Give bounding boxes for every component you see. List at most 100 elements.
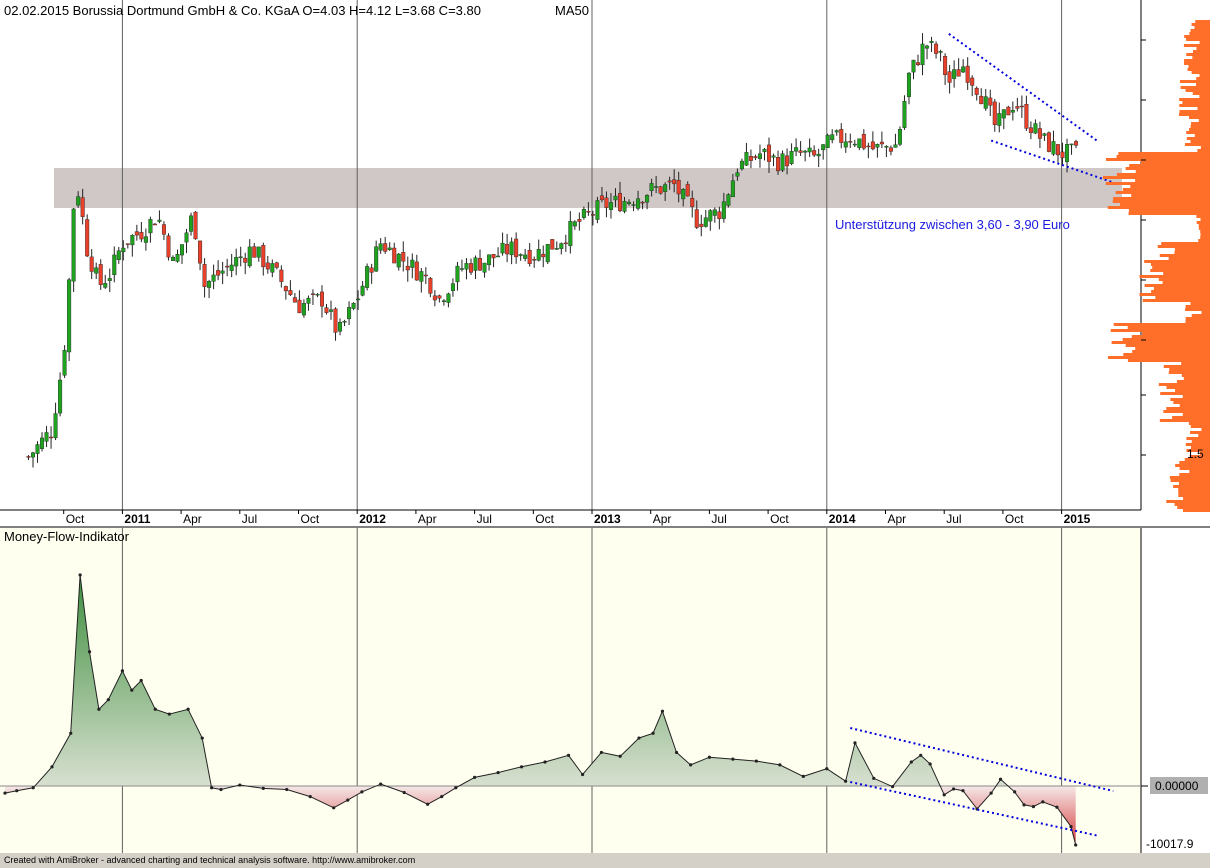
volume-bar: [1175, 389, 1210, 392]
mf-point: [78, 573, 82, 577]
volume-bar: [1125, 167, 1210, 170]
volume-bar: [1180, 86, 1210, 89]
volume-bar: [1188, 65, 1210, 68]
candle-body: [89, 256, 94, 272]
volume-bar: [1160, 392, 1210, 395]
candle-body: [739, 160, 744, 170]
volume-bar: [1198, 224, 1210, 227]
volume-bar: [1157, 245, 1210, 248]
candle-body: [893, 144, 898, 148]
candle-body: [329, 309, 334, 312]
mf-point: [473, 775, 477, 779]
volume-bar: [1168, 257, 1210, 260]
volume-bar: [1200, 233, 1210, 236]
candle-body: [884, 146, 889, 148]
volume-bar: [1150, 263, 1210, 266]
candle-body: [374, 246, 379, 272]
price-axis-ticks: 1.5: [1141, 39, 1204, 461]
x-tick-label: 2013: [594, 512, 621, 526]
mf-point: [1031, 805, 1036, 809]
x-tick-label: Oct: [535, 512, 554, 526]
candle-body: [387, 247, 392, 251]
volume-bar: [1168, 371, 1210, 374]
candle-body: [717, 211, 722, 219]
price-gridlines: [121, 0, 1063, 510]
volume-bar: [1140, 161, 1210, 164]
mf-point: [210, 786, 214, 790]
volume-bar: [1130, 185, 1210, 188]
candle-body: [888, 147, 893, 152]
candle-body: [356, 298, 361, 301]
volume-bar: [1184, 143, 1210, 146]
mf-point: [919, 753, 923, 757]
candle-body: [455, 265, 460, 283]
volume-bar: [1187, 68, 1210, 71]
candle-body: [1019, 105, 1024, 108]
volume-bar: [1128, 212, 1210, 215]
mf-point: [200, 736, 204, 740]
volume-bar: [1142, 332, 1210, 335]
candle-body: [468, 263, 473, 273]
candle-body: [103, 283, 108, 288]
mf-zero-label-box: [1150, 777, 1208, 794]
volume-bar: [1200, 236, 1210, 239]
candle-body: [590, 214, 595, 216]
candle-body: [902, 101, 907, 128]
volume-bar: [1113, 323, 1210, 326]
volume-bar: [1183, 377, 1210, 380]
volume-bar: [1182, 413, 1210, 416]
volume-bar: [1174, 248, 1210, 251]
candle-body: [1046, 132, 1051, 152]
volume-bar: [1190, 431, 1210, 434]
candle-body: [929, 41, 934, 43]
candle-body: [1028, 127, 1033, 133]
candle-body: [1069, 143, 1074, 146]
candle-body: [202, 264, 207, 287]
candle-body: [748, 156, 753, 161]
mf-point: [1074, 843, 1078, 847]
mf-point: [153, 707, 157, 711]
candle-body: [563, 242, 568, 245]
candle-body: [676, 179, 681, 195]
volume-bar: [1191, 23, 1210, 26]
mf-point: [3, 791, 7, 795]
candle-body: [198, 240, 203, 264]
price-pane: [0, 0, 1141, 510]
candlestick-series: [26, 33, 1079, 468]
volume-bar: [1196, 221, 1210, 224]
candle-body: [496, 255, 501, 258]
candle-body: [297, 299, 302, 314]
candle-body: [180, 244, 185, 256]
volume-bar: [1139, 275, 1210, 278]
volume-bar: [1198, 227, 1210, 230]
candle-body: [712, 209, 717, 216]
candle-body: [464, 263, 469, 270]
x-tick-label: 2012: [359, 512, 386, 526]
candle-body: [1065, 144, 1070, 163]
candle-body: [130, 235, 135, 246]
volume-bar: [1163, 365, 1210, 368]
candle-body: [830, 134, 835, 141]
volume-bar: [1190, 140, 1210, 143]
candle-body: [428, 278, 433, 294]
volume-bar: [1183, 497, 1210, 500]
volume-bar: [1189, 116, 1210, 119]
candle-body: [550, 239, 555, 250]
mf-point: [543, 760, 547, 764]
candle-body: [794, 147, 799, 152]
candle-body: [279, 269, 284, 282]
candle-body: [333, 308, 338, 333]
mf-point: [120, 669, 124, 673]
candle-body: [446, 293, 451, 303]
mf-point: [1069, 825, 1073, 829]
mf-point: [1055, 805, 1059, 809]
volume-bar: [1198, 119, 1210, 122]
candle-body: [247, 246, 252, 267]
indicator-trendlines: [850, 727, 1114, 837]
candle-body: [843, 141, 848, 148]
volume-bar: [1186, 449, 1210, 452]
volume-bar: [1191, 314, 1210, 317]
mf-point: [69, 731, 73, 735]
volume-bar: [1135, 179, 1210, 182]
indicator-pane: [0, 528, 1141, 853]
